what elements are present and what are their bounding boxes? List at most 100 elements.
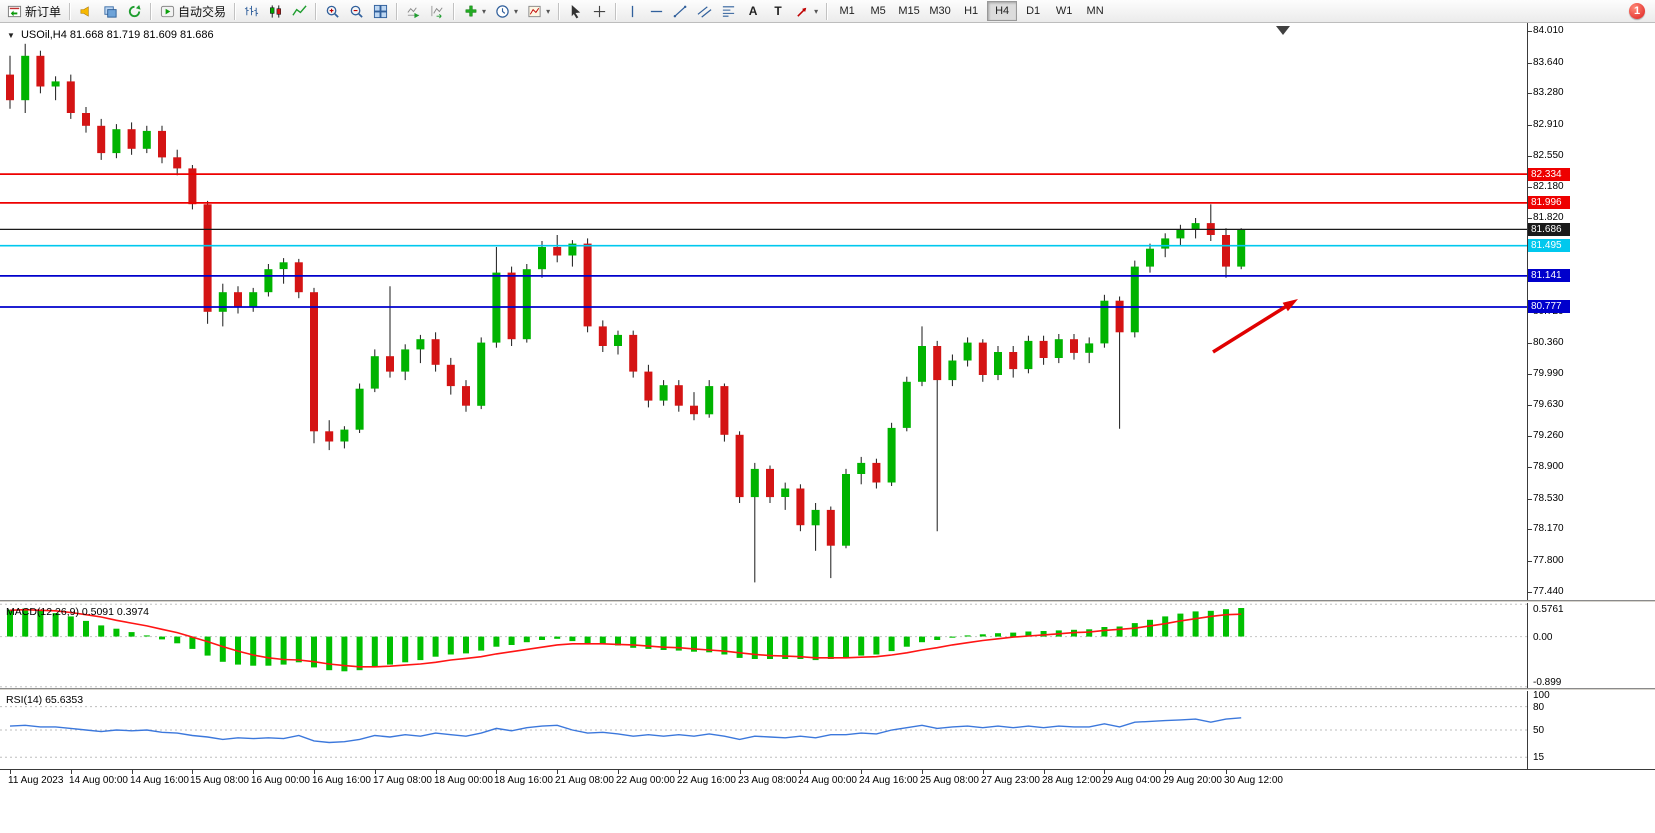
time-label: 28 Aug 12:00 xyxy=(1042,775,1101,786)
chevron-down-icon: ▾ xyxy=(814,6,819,16)
toolbar-separator xyxy=(396,2,399,20)
price-tick-label: 79.260 xyxy=(1533,430,1564,441)
panel-splitter[interactable] xyxy=(0,600,1655,603)
text-tool-icon: A xyxy=(748,4,758,18)
arrow-tool-icon xyxy=(797,7,807,17)
timeframe-w1[interactable]: W1 xyxy=(1055,5,1073,17)
clock-icon xyxy=(496,4,509,18)
time-label: 27 Aug 23:00 xyxy=(981,775,1040,786)
indicators-button[interactable]: ▾ xyxy=(459,0,490,22)
timeframe-m5[interactable]: M5 xyxy=(870,5,886,17)
auto-scroll-icon xyxy=(407,6,420,18)
price-tick-label: 79.990 xyxy=(1533,368,1564,379)
price-tick-label: 78.900 xyxy=(1533,461,1564,472)
axis-tick-mark xyxy=(1528,405,1532,406)
fibonacci-tool-button[interactable] xyxy=(717,0,740,22)
red-arrow-annotation xyxy=(1212,305,1287,354)
rsi-indicator-panel[interactable] xyxy=(0,691,1527,769)
macd-scale-label: 0.5761 xyxy=(1533,604,1564,615)
toolbar-separator xyxy=(453,2,456,20)
zoom-in-icon xyxy=(326,5,339,18)
rsi-scale-label: 80 xyxy=(1533,702,1545,713)
new-order-label: 新订单 xyxy=(25,4,62,19)
tile-windows-button[interactable] xyxy=(369,0,392,22)
zoom-out-button[interactable] xyxy=(345,0,368,22)
cursor-icon xyxy=(571,4,581,18)
timeframe-mn[interactable]: MN xyxy=(1086,5,1104,17)
timeframe-d1[interactable]: D1 xyxy=(1026,5,1041,17)
time-tick-mark xyxy=(861,770,862,774)
price-tick-label: 82.550 xyxy=(1533,150,1564,161)
price-axis[interactable]: 84.010 83.640 83.280 82.910 82.550 82.180 81.8… xyxy=(1527,23,1655,769)
timeframe-m30[interactable]: M30 xyxy=(929,5,951,17)
one-click-trading-toggle[interactable]: ▼ xyxy=(7,31,15,40)
auto-scroll-button[interactable] xyxy=(402,0,425,22)
macd-indicator-panel[interactable] xyxy=(0,603,1527,688)
text-tool-button[interactable]: A xyxy=(741,0,765,22)
macd-label: MACD(12,26,9) 0.5091 0.3974 xyxy=(6,606,150,618)
axis-tick-mark xyxy=(1528,499,1532,500)
templates-button[interactable]: ▾ xyxy=(523,0,554,22)
price-tick-label: 80.360 xyxy=(1533,337,1564,348)
time-tick-mark xyxy=(314,770,315,774)
toolbar-separator xyxy=(150,2,153,20)
price-level-badge: 81.686 xyxy=(1528,223,1570,236)
vertical-line-tool-button[interactable] xyxy=(621,0,644,22)
time-label: 14 Aug 16:00 xyxy=(130,775,189,786)
time-label: 24 Aug 16:00 xyxy=(859,775,918,786)
time-tick-mark xyxy=(253,770,254,774)
price-tick-label: 83.280 xyxy=(1533,87,1564,98)
auto-trading-button[interactable]: 自动交易 xyxy=(156,0,230,22)
timeframe-m15[interactable]: M15 xyxy=(898,5,920,17)
horizontal-line-icon xyxy=(650,10,663,12)
time-tick-mark xyxy=(10,770,11,774)
trendline-tool-button[interactable] xyxy=(669,0,692,22)
refresh-button[interactable] xyxy=(123,0,146,22)
arrows-tool-button[interactable]: ▾ xyxy=(791,0,822,22)
toolbar-separator xyxy=(315,2,318,20)
rsi-scale-label: 50 xyxy=(1533,725,1545,736)
timeframe-m1[interactable]: M1 xyxy=(839,5,855,17)
zoom-in-button[interactable] xyxy=(321,0,344,22)
bar-chart-button[interactable] xyxy=(240,0,263,22)
tile-windows-icon xyxy=(373,4,388,18)
time-axis[interactable]: 11 Aug 2023 14 Aug 00:00 14 Aug 16:00 15 Au… xyxy=(0,769,1655,791)
periods-button[interactable]: ▾ xyxy=(491,0,522,22)
channel-tool-button[interactable] xyxy=(693,0,716,22)
panel-splitter[interactable] xyxy=(0,688,1655,691)
notification-badge[interactable]: 1 xyxy=(1629,3,1645,19)
time-tick-mark xyxy=(436,770,437,774)
time-tick-mark xyxy=(192,770,193,774)
time-label: 23 Aug 08:00 xyxy=(738,775,797,786)
time-label: 16 Aug 16:00 xyxy=(312,775,371,786)
timeframe-h4[interactable]: H4 xyxy=(987,1,1018,21)
time-label: 14 Aug 00:00 xyxy=(69,775,128,786)
market-watch-button[interactable] xyxy=(75,0,98,22)
time-tick-mark xyxy=(983,770,984,774)
crosshair-button[interactable] xyxy=(588,0,611,22)
price-level-badge: 80.777 xyxy=(1528,300,1570,313)
toolbar-separator xyxy=(826,2,829,20)
time-label: 25 Aug 08:00 xyxy=(920,775,979,786)
new-order-button[interactable]: 新订单 xyxy=(3,0,65,22)
profiles-button[interactable] xyxy=(99,0,122,22)
time-tick-mark xyxy=(618,770,619,774)
time-tick-mark xyxy=(375,770,376,774)
candle-chart-button[interactable] xyxy=(264,0,287,22)
timeframe-h1[interactable]: H1 xyxy=(964,5,979,17)
line-chart-button[interactable] xyxy=(288,0,311,22)
time-label: 29 Aug 20:00 xyxy=(1163,775,1222,786)
horizontal-line-tool-button[interactable] xyxy=(645,0,668,22)
chart-shift-icon xyxy=(431,5,443,18)
chart-symbol-ohlc: ▼ USOil,H4 81.668 81.719 81.609 81.686 xyxy=(7,29,214,41)
axis-tick-mark xyxy=(1528,31,1532,32)
time-label: 17 Aug 08:00 xyxy=(373,775,432,786)
axis-tick-mark xyxy=(1528,343,1532,344)
new-order-icon xyxy=(7,5,22,17)
label-tool-button[interactable]: T xyxy=(766,0,790,22)
fibonacci-icon xyxy=(722,5,735,17)
window-footer-area xyxy=(0,790,1655,833)
cursor-button[interactable] xyxy=(564,0,587,22)
candlestick-chart[interactable] xyxy=(0,23,1527,600)
chart-shift-button[interactable] xyxy=(426,0,449,22)
